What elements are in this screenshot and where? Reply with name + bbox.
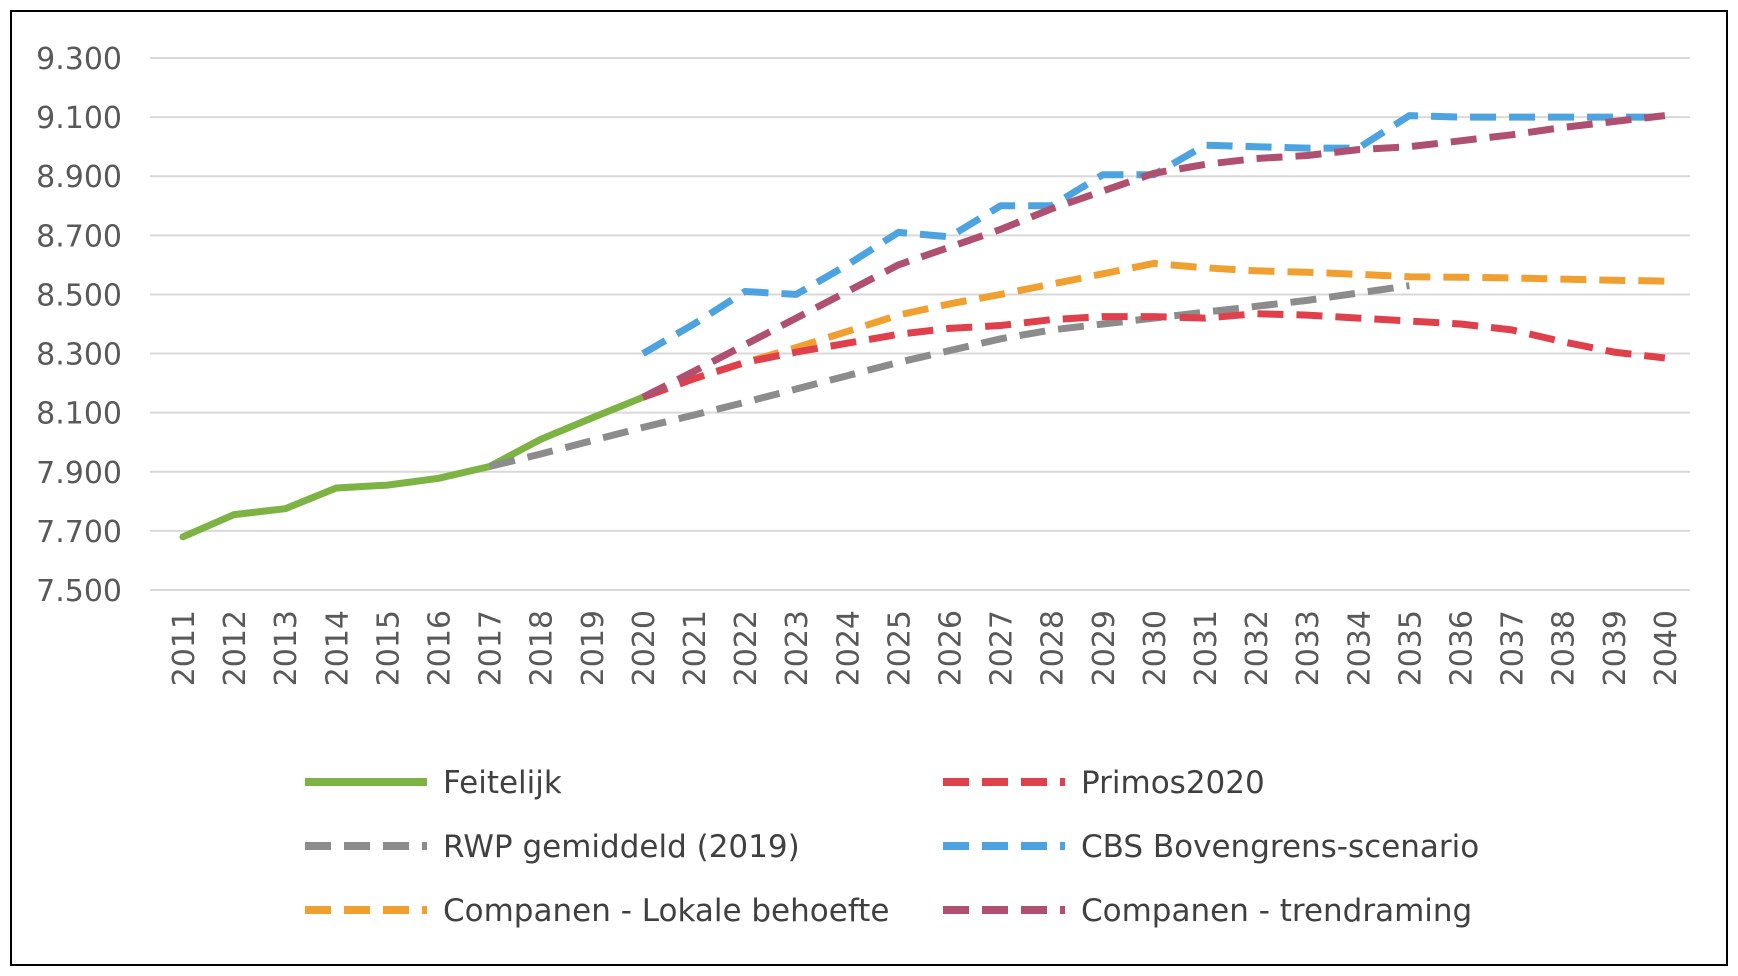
series-line-companen-trendraming — [641, 112, 1666, 401]
legend-label: Primos2020 — [1081, 765, 1265, 801]
x-tick-label: 2035 — [1393, 610, 1428, 686]
series-layer — [179, 112, 1666, 541]
x-tick-label: 2014 — [320, 610, 355, 686]
x-tick-label: 2015 — [371, 610, 406, 686]
y-tick-label: 8.500 — [36, 278, 122, 313]
x-tick-label: 2028 — [1036, 610, 1071, 686]
x-tick-label: 2019 — [576, 610, 611, 686]
x-tick-label: 2027 — [985, 610, 1020, 686]
x-tick-label: 2012 — [218, 610, 253, 686]
y-axis: 9.300 9.100 8.900 8.700 8.500 8.300 8.100 7.900… — [36, 42, 122, 609]
x-tick-label: 2039 — [1598, 610, 1633, 686]
x-tick-label: 2036 — [1445, 610, 1480, 686]
legend-label: RWP gemiddeld (2019) — [443, 829, 800, 865]
x-tick-label: 2034 — [1342, 610, 1377, 686]
legend: Feitelijk Primos2020 RWP gemiddeld (2019) C… — [305, 765, 1479, 929]
x-tick-label: 2024 — [831, 610, 866, 686]
x-tick-label: 2018 — [525, 610, 560, 686]
y-tick-label: 9.100 — [36, 101, 122, 136]
x-tick-label: 2013 — [269, 610, 304, 686]
x-tick-label: 2025 — [882, 610, 917, 686]
series-line-rwp-gemiddeld-2019 — [488, 282, 1410, 470]
x-tick-label: 2017 — [474, 610, 509, 686]
x-tick-label: 2031 — [1189, 610, 1224, 686]
x-tick-label: 2016 — [423, 610, 458, 686]
x-tick-label: 2023 — [780, 610, 815, 686]
legend-label: Feitelijk — [443, 765, 562, 801]
y-tick-label: 7.500 — [36, 574, 122, 609]
y-tick-label: 9.300 — [36, 42, 122, 77]
y-tick-label: 7.900 — [36, 456, 122, 491]
y-tick-label: 8.900 — [36, 160, 122, 195]
x-tick-label: 2032 — [1240, 610, 1275, 686]
y-tick-label: 8.100 — [36, 397, 122, 432]
x-tick-label: 2022 — [729, 610, 764, 686]
x-tick-label: 2038 — [1547, 610, 1582, 686]
legend-label: Companen - trendraming — [1081, 893, 1472, 929]
series-line-companen-lokale-behoefte — [641, 259, 1665, 401]
x-tick-label: 2021 — [678, 610, 713, 686]
x-tick-label: 2033 — [1291, 610, 1326, 686]
legend-label: CBS Bovengrens-scenario — [1081, 829, 1479, 865]
y-tick-label: 8.700 — [36, 219, 122, 254]
y-tick-label: 8.300 — [36, 338, 122, 373]
x-axis: 2011 2012 2013 2014 2015 2016 2017 2018 2019 2020… — [167, 610, 1684, 686]
x-tick-label: 2011 — [167, 610, 202, 686]
y-tick-label: 7.700 — [36, 515, 122, 550]
chart-frame — [10, 10, 1728, 966]
grid-layer — [150, 57, 1690, 591]
legend-label: Companen - Lokale behoefte — [443, 893, 889, 929]
x-tick-label: 2026 — [934, 610, 969, 686]
x-tick-label: 2040 — [1649, 610, 1684, 686]
x-tick-label: 2020 — [627, 610, 662, 686]
x-tick-label: 2029 — [1087, 610, 1122, 686]
series-line-feitelijk — [179, 393, 647, 541]
x-tick-label: 2030 — [1138, 610, 1173, 686]
series-line-primos2020 — [641, 310, 1666, 401]
x-tick-label: 2037 — [1496, 610, 1531, 686]
